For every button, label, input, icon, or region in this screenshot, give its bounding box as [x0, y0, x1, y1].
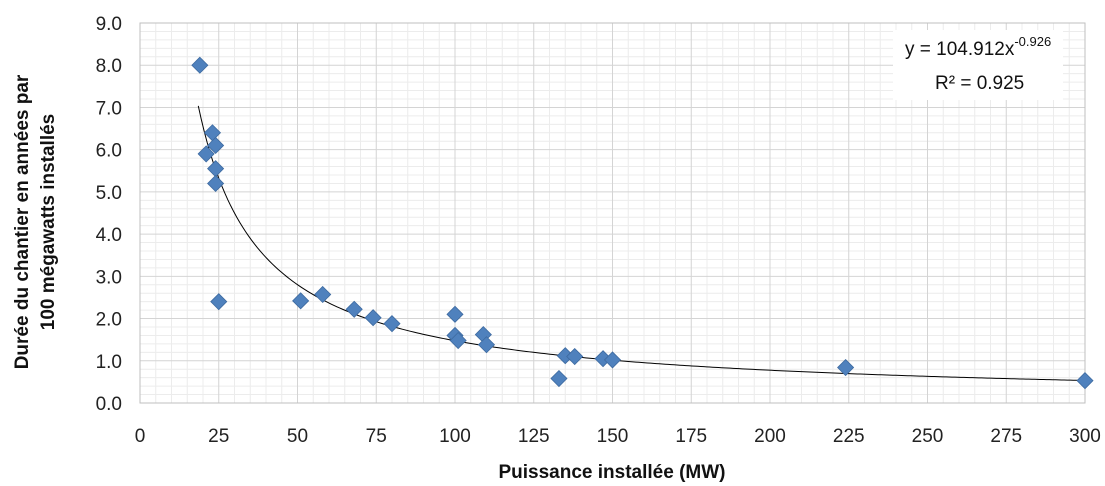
data-point [197, 145, 215, 163]
data-point [446, 305, 464, 323]
x-tick-label: 100 [439, 426, 471, 447]
y-tick-label: 4.0 [96, 225, 122, 246]
y-tick-label: 2.0 [96, 310, 122, 331]
data-point [449, 331, 467, 350]
x-tick-label: 25 [208, 426, 229, 447]
x-tick-label: 150 [597, 426, 629, 447]
y-tick-label: 7.0 [96, 98, 122, 119]
x-tick-label: 175 [675, 426, 707, 447]
data-point [566, 347, 584, 366]
y-axis-title-line-1: Durée du chantier en années par [12, 74, 33, 369]
data-point [364, 309, 382, 327]
y-tick-label: 5.0 [96, 183, 122, 204]
data-point [191, 56, 209, 74]
x-axis-title: Puissance installée (MW) [498, 462, 725, 483]
x-tick-label: 225 [833, 426, 865, 447]
x-tick-label: 75 [366, 426, 387, 447]
equation-text: y = 104.912x-0.926 [905, 34, 1051, 60]
x-tick-label: 300 [1069, 426, 1101, 447]
data-point [345, 300, 363, 318]
x-tick-label: 200 [754, 426, 786, 447]
data-point [603, 351, 622, 369]
data-point [210, 293, 228, 311]
y-tick-label: 3.0 [96, 267, 122, 288]
y-tick-label: 0.0 [96, 394, 122, 415]
data-point [837, 358, 855, 377]
data-point [550, 369, 568, 388]
y-axis-title: Durée du chantier en années par 100 méga… [12, 74, 59, 369]
y-tick-label: 9.0 [96, 14, 122, 35]
data-point [1076, 372, 1094, 390]
data-point [383, 315, 401, 333]
x-axis-ticks: 0 25 50 75 100 125 150 175 200 225 250 275 300 [135, 426, 1101, 447]
x-tick-label: 250 [912, 426, 944, 447]
x-tick-label: 0 [135, 426, 146, 447]
data-point [207, 160, 225, 178]
y-axis-ticks: 0.0 1.0 2.0 3.0 4.0 5.0 6.0 7.0 8.0 9.0 [96, 14, 122, 415]
data-point [314, 285, 332, 304]
x-tick-label: 50 [287, 426, 308, 447]
r-squared-text: R² = 0.925 [935, 73, 1024, 94]
data-point [207, 174, 225, 193]
trendline [197, 105, 1086, 381]
y-tick-label: 8.0 [96, 56, 122, 77]
y-axis-title-line-2: 100 mégawatts installés [38, 114, 59, 331]
data-point [292, 292, 310, 310]
x-tick-label: 125 [518, 426, 550, 447]
equation-box: y = 104.912x-0.926 R² = 0.925 [893, 30, 1063, 100]
data-point [477, 336, 496, 354]
data-points [191, 56, 1094, 390]
x-tick-label: 275 [990, 426, 1022, 447]
y-tick-label: 1.0 [96, 352, 122, 373]
y-tick-label: 6.0 [96, 141, 122, 162]
data-point [203, 124, 222, 142]
data-point [207, 136, 225, 155]
plot-area-frame [139, 22, 1086, 404]
